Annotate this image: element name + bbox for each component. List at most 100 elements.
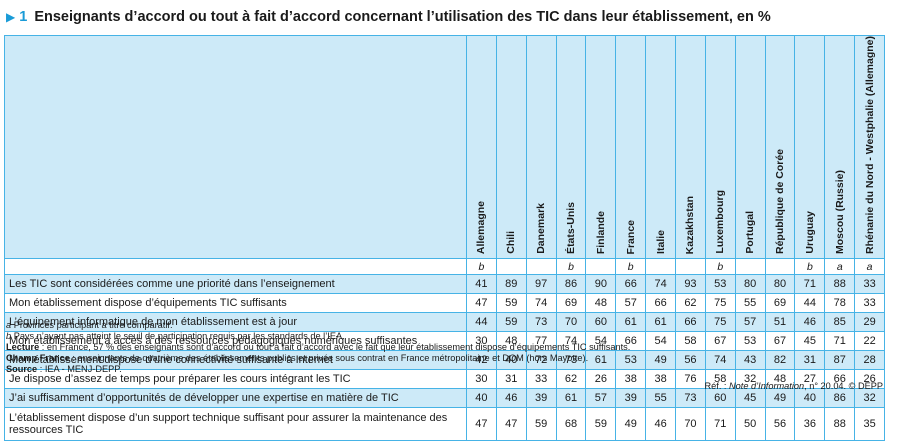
footnote-champ-text: : enseignants de quatrième des établisse…: [69, 353, 589, 363]
footnote-b-text: Pays n’ayant pas atteint le seuil de par…: [13, 331, 345, 341]
figure-title-text: Enseignants d’accord ou tout à fait d’ac…: [34, 9, 771, 25]
footnote-a: a Provinces participant à titre comparat…: [6, 320, 173, 331]
row-label: L’établissement dispose d’un support tec…: [4, 407, 467, 441]
table-cell: 32: [854, 388, 886, 408]
table-cell: 44: [466, 312, 497, 332]
table-cell: 70: [675, 407, 706, 441]
column-header-label: Finlande: [594, 210, 607, 254]
table-cell: 30: [466, 369, 497, 389]
footnote-lecture: Lecture : en France, 57 % des enseignant…: [6, 342, 630, 353]
table-cell: 51: [764, 312, 796, 332]
footnote-lecture-key: Lecture: [6, 342, 40, 352]
table-cell: 46: [495, 388, 527, 408]
column-note: [764, 258, 796, 275]
column-header: Uruguay: [794, 35, 826, 259]
column-header: Kazakhstan: [675, 35, 706, 259]
table-cell: 29: [854, 312, 886, 332]
table-cell: 93: [675, 274, 706, 294]
footnote-source: Source : IEA - MENJ-DEPP.: [6, 364, 122, 375]
table-cell: 59: [525, 407, 557, 441]
footnote-b-key: b: [6, 331, 12, 341]
column-header: Allemagne: [466, 35, 497, 259]
table-cell: 71: [794, 274, 826, 294]
table-row: Mon établissement dispose d’équipements …: [4, 293, 886, 313]
footnote-b: b Pays n’ayant pas atteint le seuil de p…: [6, 331, 345, 342]
table-cell: 59: [495, 293, 527, 313]
table-cell: 74: [704, 350, 736, 370]
table-cell: 22: [854, 331, 886, 351]
footnote-source-text: : IEA - MENJ-DEPP.: [37, 364, 122, 374]
table-cell: 31: [794, 350, 826, 370]
table-cell: 71: [824, 331, 856, 351]
table-cell: 74: [525, 293, 557, 313]
column-note: b: [794, 258, 826, 275]
table-cell: 60: [585, 312, 617, 332]
table-cell: 66: [675, 312, 706, 332]
column-note: [495, 258, 527, 275]
table-cell: 47: [466, 407, 497, 441]
column-header-label: Portugal: [744, 211, 757, 254]
table-cell: 55: [734, 293, 766, 313]
table-row: L’établissement dispose d’un support tec…: [4, 407, 886, 441]
table-cell: 70: [555, 312, 587, 332]
table-cell: 78: [824, 293, 856, 313]
table-cell: 49: [615, 407, 647, 441]
column-note: [675, 258, 706, 275]
table-cell: 59: [585, 407, 617, 441]
column-note: [645, 258, 677, 275]
table-cell: 48: [585, 293, 617, 313]
table-cell: 90: [585, 274, 617, 294]
table-cell: 48: [764, 369, 796, 389]
column-header-label: Danemark: [535, 203, 548, 254]
column-header-label: Italie: [654, 230, 667, 254]
column-header-label: Kazakhstan: [684, 195, 697, 254]
table-cell: 26: [585, 369, 617, 389]
figure-title: ▶ 1 Enseignants d’accord ou tout à fait …: [6, 6, 771, 28]
row-label: Mon établissement dispose d’une connecti…: [4, 350, 467, 370]
table-cell: 88: [824, 274, 856, 294]
column-header: Chili: [495, 35, 527, 259]
table-row: J’ai suffisamment d’opportunités de déve…: [4, 388, 886, 408]
table-cell: 39: [525, 388, 557, 408]
table-cell: 87: [824, 350, 856, 370]
column-header-label: République de Corée: [774, 148, 787, 254]
table-cell: 55: [645, 388, 677, 408]
table-cell: 80: [734, 274, 766, 294]
table-cell: 97: [525, 274, 557, 294]
header-row: Allemagne Chili Danemark États-Unis Finlande…: [4, 35, 886, 259]
table-cell: 75: [704, 312, 736, 332]
table-cell: 59: [495, 312, 527, 332]
table-cell: 53: [734, 331, 766, 351]
column-note: b: [466, 258, 497, 275]
table-cell: 86: [555, 274, 587, 294]
column-header-label: Uruguay: [803, 211, 816, 254]
table-cell: 27: [794, 369, 826, 389]
table-cell: 73: [675, 388, 706, 408]
table-cell: 58: [704, 369, 736, 389]
table-row: Les TIC sont considérées comme une prior…: [4, 274, 886, 294]
table-cell: 57: [734, 312, 766, 332]
reference-prefix: Réf. :: [704, 381, 730, 391]
table-cell: 86: [824, 388, 856, 408]
footnote-a-text: Provinces participant à titre comparatif…: [13, 320, 173, 330]
table-cell: 85: [824, 312, 856, 332]
table-cell: 68: [555, 407, 587, 441]
table-cell: 60: [704, 388, 736, 408]
column-note: [734, 258, 766, 275]
column-header: Rhénanie du Nord - Westphalie (Allemagne…: [854, 35, 886, 259]
play-icon: ▶: [6, 10, 16, 24]
reference-publication: Note d’Information: [729, 381, 805, 391]
table-cell: 33: [525, 369, 557, 389]
table-cell: 66: [615, 331, 647, 351]
table-cell: 33: [854, 293, 886, 313]
table-cell: 54: [645, 331, 677, 351]
data-table: Allemagne Chili Danemark États-Unis Finlande…: [4, 35, 886, 441]
table-cell: 69: [764, 293, 796, 313]
column-header: Finlande: [585, 35, 617, 259]
table-cell: 57: [585, 388, 617, 408]
footnote-champ-key: Champ France: [6, 353, 70, 363]
row-label: Les TIC sont considérées comme une prior…: [4, 274, 467, 294]
column-header: République de Corée: [764, 35, 796, 259]
table-cell: 56: [675, 350, 706, 370]
